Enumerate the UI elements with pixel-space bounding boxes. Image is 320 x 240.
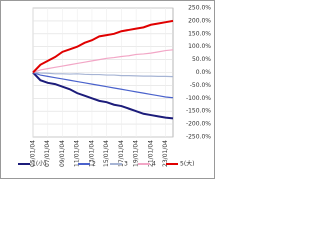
y-tick-label: 250.0% (188, 5, 211, 12)
y-tick-label: -100.0% (186, 95, 211, 102)
x-tick-label: 13/01/04 (88, 140, 95, 167)
legend-label: 4 (152, 161, 156, 168)
y-tick-label: 100.0% (188, 43, 211, 50)
x-tick-label: 17/01/04 (118, 140, 125, 167)
y-tick-label: 200.0% (188, 17, 211, 24)
y-tick-label: -200.0% (186, 121, 211, 128)
x-tick-label: 09/01/04 (59, 140, 66, 167)
series-line (32, 71, 174, 120)
legend-label: 3 (124, 161, 128, 168)
series-line (32, 19, 174, 74)
x-tick-label: 23/01/04 (162, 140, 169, 167)
y-tick-label: 150.0% (188, 30, 211, 37)
y-tick-label: 0.0% (196, 69, 212, 76)
series-line (32, 49, 174, 74)
x-tick-label: 07/01/04 (44, 140, 51, 167)
legend-label: 1(小) (32, 160, 47, 168)
x-tick-label: 11/01/04 (74, 140, 81, 167)
y-tick-label: -150.0% (186, 108, 211, 115)
x-tick-label: 05/01/04 (30, 140, 37, 167)
series-line (32, 71, 174, 78)
y-tick-label: -250.0% (186, 134, 211, 141)
y-tick-label: 50.0% (192, 56, 211, 63)
x-tick-label: 21/01/04 (147, 140, 154, 167)
x-tick-label: 19/01/04 (133, 140, 140, 167)
series-line (32, 71, 174, 99)
legend-label: 5(大) (180, 160, 195, 168)
legend-label: 2 (92, 161, 96, 168)
y-tick-label: -50.0% (190, 82, 212, 89)
chart: -250.0% -200.0% -150.0% -100.0% -50.0% 0.0% 50… (0, 0, 215, 179)
x-tick-label: 15/01/04 (103, 140, 110, 167)
